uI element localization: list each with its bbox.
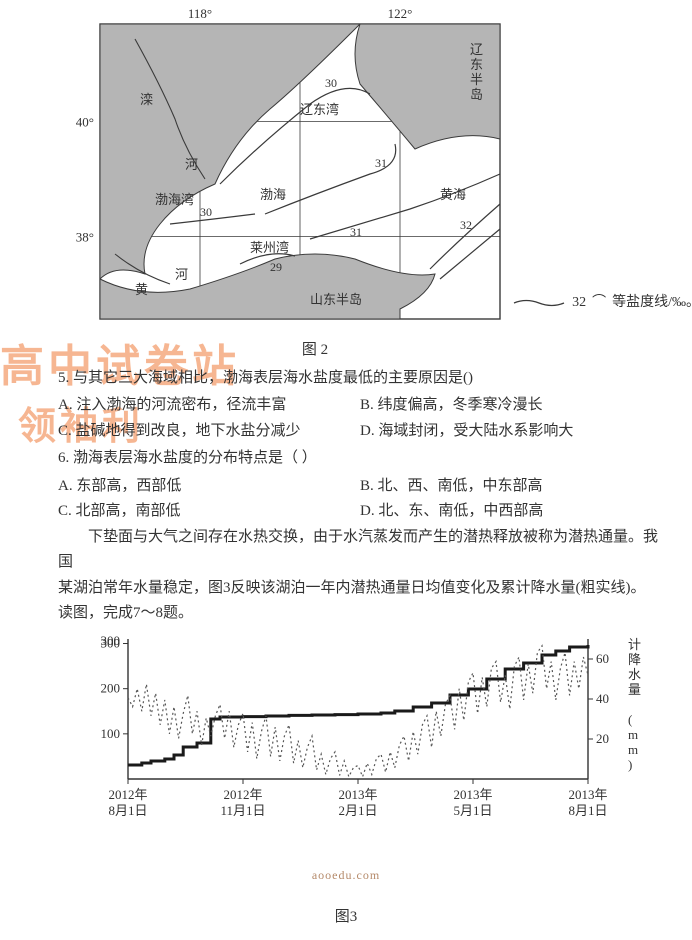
svg-text:29: 29 (270, 260, 282, 274)
chart-figure: 100200300204060计降水量 (mm)2012年8月1日2012年11… (70, 627, 650, 847)
svg-text:31: 31 (375, 156, 387, 170)
passage-line2: 某湖泊常年水量稳定，图3反映该湖泊一年内潜热通量日均值变化及累计降水量(粗实线)… (10, 576, 682, 602)
q5-stem: 5. 与其它三大海域相比，渤海表层海水盐度最低的主要原因是() (58, 366, 662, 392)
q6-option-d: D. 北、东、南低，中西部高 (360, 499, 662, 525)
svg-text:40°: 40° (76, 114, 94, 129)
svg-text:渤海湾: 渤海湾 (155, 192, 194, 207)
svg-text:32: 32 (460, 218, 472, 232)
svg-text:30: 30 (200, 205, 212, 219)
svg-text:40: 40 (596, 691, 609, 706)
svg-text:m: m (628, 742, 638, 757)
svg-text:): ) (628, 757, 632, 772)
svg-text:山东半岛: 山东半岛 (310, 292, 362, 307)
svg-text:20: 20 (596, 731, 609, 746)
svg-text:河: 河 (175, 267, 188, 282)
svg-text:118°: 118° (188, 6, 212, 21)
svg-text:辽: 辽 (470, 42, 483, 57)
svg-text:2012年: 2012年 (108, 787, 147, 802)
svg-text:2013年: 2013年 (568, 787, 607, 802)
svg-text:黄: 黄 (135, 282, 148, 297)
svg-text:(: ( (628, 712, 632, 727)
svg-text:2013年: 2013年 (453, 787, 492, 802)
question-6: 6. 渤海表层海水盐度的分布特点是（ ） A. 东部高，西部低 B. 北、西、南… (10, 446, 682, 525)
map-legend: 32 ⌒ 等盐度线/‰。 (512, 291, 692, 315)
q6-option-a: A. 东部高，西部低 (58, 474, 360, 500)
question-5: 5. 与其它三大海域相比，渤海表层海水盐度最低的主要原因是() A. 注入渤海的… (10, 366, 682, 445)
svg-text:30: 30 (325, 76, 337, 90)
svg-text:2013年: 2013年 (338, 787, 377, 802)
svg-text:5月1日: 5月1日 (453, 803, 492, 818)
svg-text:东: 东 (470, 57, 483, 72)
svg-text:2012年: 2012年 (223, 787, 262, 802)
svg-text:8月1日: 8月1日 (568, 803, 607, 818)
svg-text:122°: 122° (388, 6, 413, 21)
svg-text:辽东湾: 辽东湾 (300, 102, 339, 117)
q5-option-c: C. 盐碱地得到改良，地下水盐分减少 (58, 419, 360, 445)
svg-text:半: 半 (470, 72, 483, 87)
svg-text:11月1日: 11月1日 (220, 803, 265, 818)
fig2-caption: 图 2 (70, 338, 560, 364)
svg-text:水: 水 (628, 667, 641, 682)
svg-text:200: 200 (101, 680, 121, 695)
svg-text:莱州湾: 莱州湾 (250, 240, 289, 255)
svg-text:降: 降 (628, 652, 641, 667)
legend-text: 等盐度线/‰。 (612, 291, 692, 315)
q6-option-c: C. 北部高，南部低 (58, 499, 360, 525)
svg-text:300: 300 (101, 633, 121, 648)
svg-text:100: 100 (101, 725, 121, 740)
map-figure: 118° 122° 40° 38° 30 30 31 31 32 29 辽东半岛辽东湾渤海湾 渤海 黄海… (70, 6, 560, 336)
svg-text:计: 计 (628, 637, 641, 652)
svg-text:黄海: 黄海 (440, 187, 466, 202)
svg-text:m: m (628, 727, 638, 742)
q6-stem: 6. 渤海表层海水盐度的分布特点是（ ） (58, 446, 662, 472)
svg-text:量: 量 (628, 682, 641, 697)
legend-arc: ⌒ (592, 291, 606, 315)
svg-text:渤海: 渤海 (260, 187, 286, 202)
svg-text:滦: 滦 (140, 92, 153, 107)
svg-text:38°: 38° (76, 229, 94, 244)
q5-option-b: B. 纬度偏高，冬季寒冷漫长 (360, 393, 662, 419)
passage-line3: 读图，完成7～8题。 (10, 601, 682, 627)
q5-option-d: D. 海域封闭，受大陆水系影响大 (360, 419, 662, 445)
q6-option-b: B. 北、西、南低，中东部高 (360, 474, 662, 500)
legend-value: 32 (572, 291, 586, 315)
svg-text:岛: 岛 (470, 87, 483, 102)
svg-text:31: 31 (350, 225, 362, 239)
svg-text:2月1日: 2月1日 (338, 803, 377, 818)
fig3-caption: 图3 (10, 905, 682, 931)
passage-line1: 下垫面与大气之间存在水热交换，由于水汽蒸发而产生的潜热释放被称为潜热通量。我国 (10, 525, 682, 576)
svg-text:60: 60 (596, 651, 609, 666)
svg-text:8月1日: 8月1日 (108, 803, 147, 818)
q5-option-a: A. 注入渤海的河流密布，径流丰富 (58, 393, 360, 419)
svg-text:河: 河 (185, 157, 198, 172)
footer-url: aooedu.com (10, 865, 682, 885)
